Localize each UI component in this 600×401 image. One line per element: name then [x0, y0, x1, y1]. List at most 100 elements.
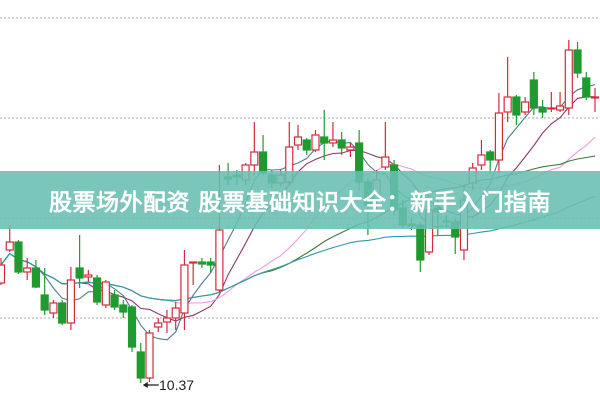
candle-up [84, 270, 93, 282]
candle-up [555, 92, 565, 112]
candle-body [486, 151, 495, 161]
candle-up [346, 143, 355, 157]
candle-down [302, 138, 311, 155]
candle-body [84, 274, 93, 278]
candle-body [346, 146, 355, 151]
candle-up [328, 122, 338, 147]
candle-body [564, 49, 573, 109]
candle-body [258, 151, 268, 174]
candle-up [154, 318, 163, 332]
candle-body [101, 281, 110, 306]
candle-body [110, 294, 119, 308]
candle-body [320, 136, 329, 144]
candle-up [494, 93, 504, 173]
candle-body [145, 332, 154, 379]
candle-down [110, 290, 119, 310]
candle-up [145, 330, 154, 382]
candle-body [573, 49, 582, 74]
candle-body [197, 261, 207, 265]
candle-up [564, 40, 573, 115]
candle-up [250, 122, 259, 175]
candle-body [206, 261, 215, 266]
candle-up [381, 122, 390, 170]
candle-body [521, 101, 530, 113]
candle-down [31, 260, 41, 288]
candle-body [66, 279, 75, 324]
candle-body [119, 304, 128, 313]
candle-down [206, 258, 215, 272]
candle-body [127, 306, 137, 348]
candle-body [547, 107, 556, 110]
title-banner: 股票场外配资 股票基础知识大全：新手入门指南 [0, 171, 600, 229]
candle-down [582, 72, 591, 100]
arrow-head-icon [142, 382, 148, 388]
candle-up [189, 261, 198, 285]
candle-body [189, 261, 198, 264]
candle-body [154, 322, 163, 328]
candle-up [23, 258, 32, 280]
candle-body [92, 277, 102, 303]
candle-down [75, 235, 84, 288]
candle-down [119, 300, 128, 318]
candle-body [477, 154, 486, 166]
candle-body [381, 156, 390, 168]
candle-body [311, 134, 320, 151]
candle-body [582, 77, 591, 98]
candle-body [0, 264, 6, 284]
candle-body [337, 139, 346, 149]
candle-up [0, 258, 6, 285]
candle-body [293, 136, 303, 146]
candle-up [293, 125, 303, 150]
candle-up [162, 310, 172, 333]
low-price-annotation [142, 382, 159, 388]
candle-up [49, 300, 58, 318]
candle-body [590, 96, 600, 99]
banner-title: 股票场外配资 股票基础知识大全：新手入门指南 [48, 190, 551, 216]
candle-down [573, 42, 582, 78]
candle-body [58, 302, 67, 324]
candle-up [503, 57, 512, 122]
candle-up [101, 280, 110, 308]
candle-body [538, 107, 547, 113]
candle-up [66, 267, 75, 330]
candle-down [136, 343, 145, 383]
candle-body [302, 139, 311, 151]
candle-up [171, 302, 180, 330]
candle-body [14, 241, 23, 273]
candle-down [512, 95, 521, 125]
candle-body [503, 96, 512, 113]
candle-body [171, 307, 180, 319]
candle-body [250, 151, 259, 166]
candle-body [494, 112, 504, 161]
candle-down [416, 222, 425, 272]
candle-up [180, 250, 189, 330]
candle-body [328, 139, 338, 144]
candle-up [521, 97, 530, 115]
candle-body [23, 267, 32, 273]
candle-body [40, 294, 49, 311]
candle-body [162, 317, 172, 323]
candle-down [14, 240, 23, 274]
candle-body [555, 105, 565, 111]
low-price-label: 10.37 [159, 377, 195, 393]
candle-down [197, 258, 207, 268]
candle-down [529, 72, 538, 115]
candle-down [127, 305, 137, 352]
candle-body [215, 229, 224, 291]
candle-body [75, 267, 84, 279]
candle-body [512, 96, 521, 116]
candle-down [486, 150, 495, 173]
candle-down [258, 135, 268, 175]
candle-body [416, 224, 425, 261]
candle-up [477, 140, 486, 170]
candle-down [58, 300, 67, 325]
candle-up [5, 225, 14, 252]
candle-up [590, 88, 600, 112]
candle-body [49, 302, 58, 314]
candle-body [136, 351, 145, 379]
candle-up [311, 130, 320, 152]
candle-body [31, 267, 41, 288]
candle-down [337, 132, 346, 155]
candle-body [5, 241, 14, 251]
